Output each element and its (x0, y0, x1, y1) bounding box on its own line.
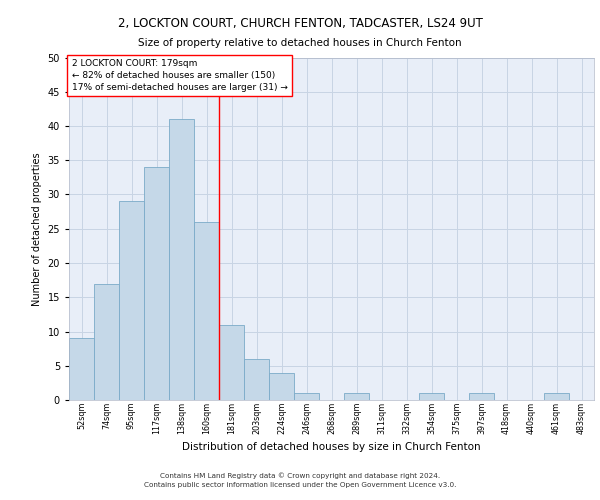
Bar (119, 202, 144, 400)
Bar (469, 393, 494, 400)
Bar (219, 324, 244, 400)
Text: Size of property relative to detached houses in Church Fenton: Size of property relative to detached ho… (138, 38, 462, 48)
Text: Contains HM Land Registry data © Crown copyright and database right 2024.
Contai: Contains HM Land Registry data © Crown c… (144, 472, 456, 488)
Bar (244, 359, 269, 400)
Bar (294, 393, 319, 400)
Bar (269, 372, 294, 400)
Bar (169, 119, 194, 400)
Text: 2 LOCKTON COURT: 179sqm
← 82% of detached houses are smaller (150)
17% of semi-d: 2 LOCKTON COURT: 179sqm ← 82% of detache… (71, 59, 287, 92)
Bar (94, 284, 119, 400)
Bar (194, 222, 219, 400)
Y-axis label: Number of detached properties: Number of detached properties (32, 152, 42, 306)
Bar (544, 393, 569, 400)
X-axis label: Distribution of detached houses by size in Church Fenton: Distribution of detached houses by size … (182, 442, 481, 452)
Bar (344, 393, 369, 400)
Bar (419, 393, 444, 400)
Bar (69, 338, 94, 400)
Bar (144, 167, 169, 400)
Text: 2, LOCKTON COURT, CHURCH FENTON, TADCASTER, LS24 9UT: 2, LOCKTON COURT, CHURCH FENTON, TADCAST… (118, 18, 482, 30)
